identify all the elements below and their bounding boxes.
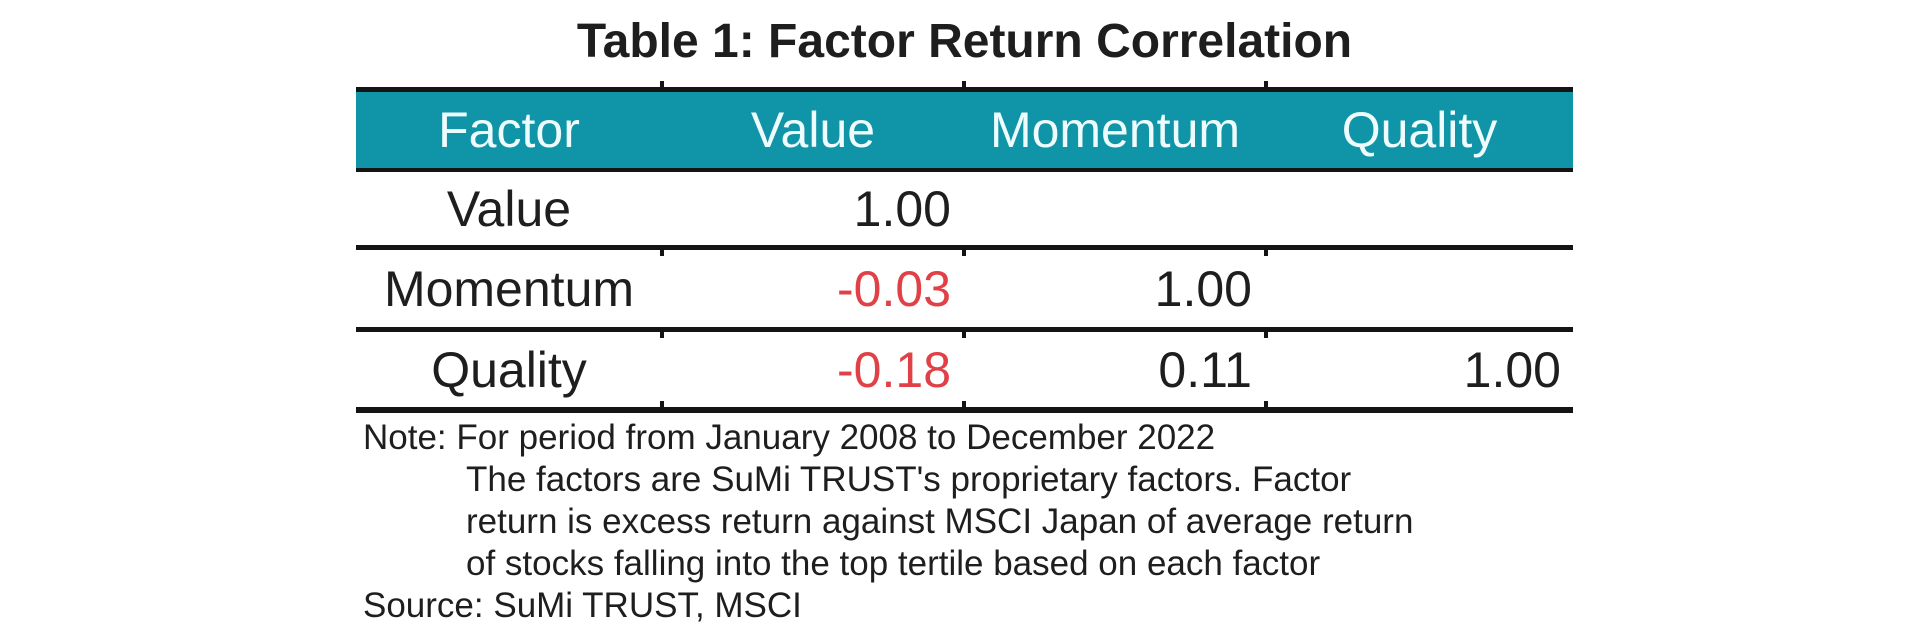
row-label: Quality — [431, 341, 587, 398]
table-title: Table 1: Factor Return Correlation — [576, 15, 1353, 68]
column-tick — [962, 81, 966, 88]
header-bottom-rule — [356, 168, 1573, 172]
column-tick — [1264, 81, 1268, 88]
column-tick — [660, 81, 664, 88]
cell-quality-momentum: 0.11 — [1158, 341, 1252, 398]
note-line-2: The factors are SuMi TRUST's proprietary… — [466, 460, 1352, 499]
column-tick — [660, 401, 664, 408]
header-cell-quality: Quality — [1341, 102, 1498, 158]
column-tick — [962, 401, 966, 408]
row-label: Momentum — [383, 260, 635, 317]
column-tick — [962, 331, 966, 338]
table-top-rule — [356, 81, 1573, 92]
note-line-1: Note: For period from January 2008 to De… — [363, 418, 1216, 457]
note-line-3: return is excess return against MSCI Jap… — [466, 502, 1414, 541]
cell-quality-value: -0.18 — [837, 341, 951, 398]
table-row-momentum: Momentum -0.03 1.00 — [356, 250, 1573, 327]
column-tick — [660, 249, 664, 256]
cell-momentum-value: -0.03 — [837, 260, 951, 317]
table-row-quality: Quality -0.18 0.11 1.00 — [356, 332, 1573, 407]
header-cell-value: Value — [750, 102, 876, 158]
column-tick — [1264, 331, 1268, 338]
header-cell-momentum: Momentum — [989, 102, 1241, 158]
correlation-table: Factor Value Momentum Quality Value 1.00… — [356, 81, 1573, 413]
column-tick — [962, 249, 966, 256]
column-tick — [1264, 401, 1268, 408]
table-bottom-rule — [356, 401, 1573, 413]
note-line-4: of stocks falling into the top tertile b… — [466, 544, 1321, 583]
table-row-value: Value 1.00 — [356, 172, 1573, 245]
cell-momentum-momentum: 1.00 — [1154, 260, 1252, 317]
row-separator — [356, 327, 1573, 338]
column-tick — [660, 331, 664, 338]
cell-value-value: 1.00 — [853, 180, 951, 237]
row-separator — [356, 245, 1573, 256]
header-cell-factor: Factor — [438, 102, 580, 158]
column-tick — [1264, 249, 1268, 256]
table-header-row: Factor Value Momentum Quality — [356, 92, 1573, 168]
source-line: Source: SuMi TRUST, MSCI — [363, 586, 802, 625]
cell-quality-quality: 1.00 — [1463, 341, 1561, 398]
row-label: Value — [446, 180, 572, 237]
notes-block: Note: For period from January 2008 to De… — [363, 417, 1578, 627]
